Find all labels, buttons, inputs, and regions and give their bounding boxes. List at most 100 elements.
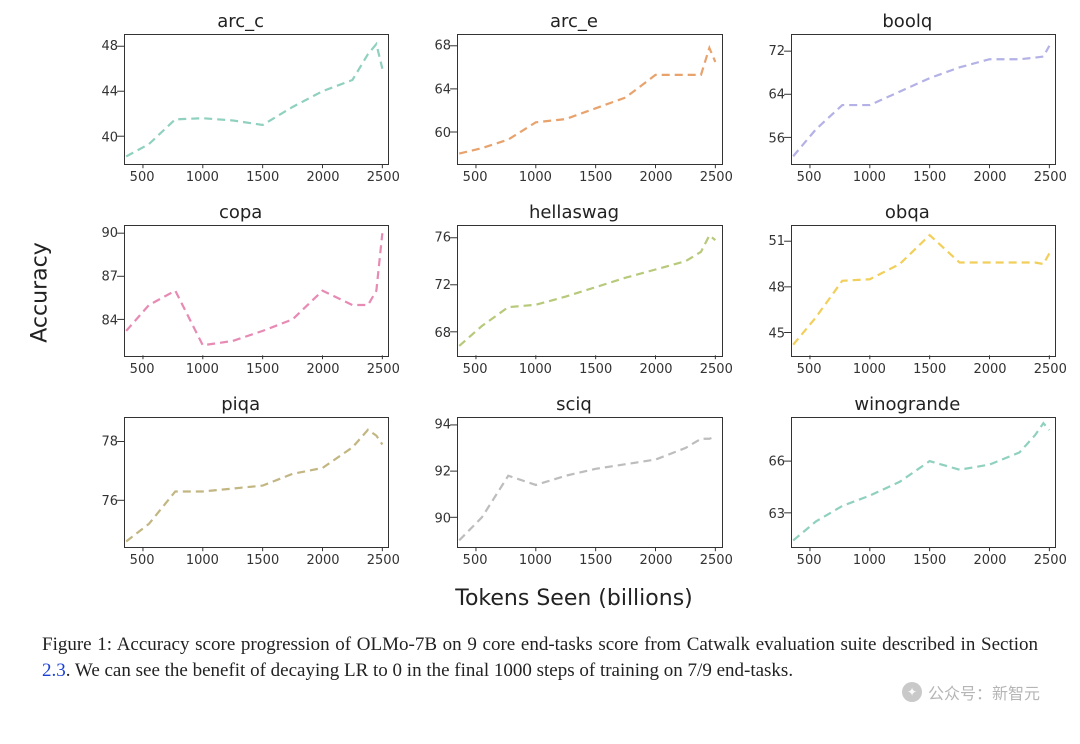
y-tick-label: 78 bbox=[101, 434, 118, 449]
x-tick-label: 2500 bbox=[1033, 553, 1066, 568]
x-tick-label: 1500 bbox=[579, 170, 612, 185]
series-line bbox=[460, 48, 716, 154]
x-ticks: 5001000150020002500 bbox=[791, 357, 1056, 383]
panel-arc_e: arc_e 5001000150020002500606468 bbox=[421, 12, 726, 191]
wechat-icon: ✦ bbox=[902, 682, 922, 702]
y-tick-label: 64 bbox=[768, 88, 785, 103]
x-tick-label: 2000 bbox=[640, 362, 673, 377]
x-tick-label: 2500 bbox=[700, 170, 733, 185]
y-ticks: 848790 bbox=[88, 225, 124, 356]
x-tick-label: 2500 bbox=[367, 362, 400, 377]
y-tick-label: 48 bbox=[101, 39, 118, 54]
plot-frame bbox=[457, 34, 722, 165]
x-ticks: 5001000150020002500 bbox=[124, 548, 389, 574]
panel-title: copa bbox=[88, 203, 393, 223]
y-ticks: 63 66 bbox=[755, 417, 791, 548]
y-ticks: 90 92 94 bbox=[421, 417, 457, 548]
figure-root: Accuracy arc_c5001000150020002500404448a… bbox=[0, 0, 1080, 744]
panel-title: sciq bbox=[421, 395, 726, 415]
panel-arc_c: arc_c5001000150020002500404448 bbox=[88, 12, 393, 191]
y-tick-label: 40 bbox=[101, 130, 118, 145]
panel-sciq: sciq 5001000150020002500 90 92 94 bbox=[421, 395, 726, 574]
x-tick-label: 500 bbox=[130, 553, 155, 568]
x-tick-label: 500 bbox=[796, 553, 821, 568]
x-tick-label: 2500 bbox=[1033, 170, 1066, 185]
x-tick-label: 1500 bbox=[913, 362, 946, 377]
x-tick-label: 500 bbox=[463, 170, 488, 185]
x-ticks: 5001000150020002500 bbox=[457, 357, 722, 383]
plot-frame bbox=[791, 34, 1056, 165]
plot-svg bbox=[458, 35, 721, 164]
x-tick-label: 1000 bbox=[853, 170, 886, 185]
y-tick-label: 90 bbox=[435, 511, 452, 526]
panel-title: piqa bbox=[88, 395, 393, 415]
y-ticks: 566472 bbox=[755, 34, 791, 165]
x-tick-label: 2500 bbox=[367, 170, 400, 185]
x-tick-label: 1000 bbox=[519, 553, 552, 568]
ylabel-cell: Accuracy bbox=[20, 12, 60, 574]
x-tick-label: 2000 bbox=[973, 170, 1006, 185]
series-line bbox=[793, 423, 1049, 540]
y-tick-label: 90 bbox=[101, 226, 118, 241]
x-ticks: 5001000150020002500 bbox=[791, 548, 1056, 574]
series-line bbox=[126, 234, 382, 346]
x-ticks: 5001000150020002500 bbox=[457, 165, 722, 191]
y-axis-label: Accuracy bbox=[28, 243, 53, 343]
x-ticks: 5001000150020002500 bbox=[457, 548, 722, 574]
x-tick-label: 1000 bbox=[186, 362, 219, 377]
plot-svg bbox=[125, 418, 388, 547]
y-tick-label: 66 bbox=[768, 454, 785, 469]
y-tick-label: 51 bbox=[768, 234, 785, 249]
y-tick-label: 87 bbox=[101, 270, 118, 285]
y-tick-label: 56 bbox=[768, 132, 785, 147]
x-tick-label: 2500 bbox=[700, 553, 733, 568]
x-tick-label: 1000 bbox=[186, 170, 219, 185]
plot-svg bbox=[792, 418, 1055, 547]
x-tick-label: 1500 bbox=[913, 170, 946, 185]
series-line bbox=[460, 236, 716, 347]
y-ticks: 687276 bbox=[421, 225, 457, 356]
x-tick-label: 1500 bbox=[246, 362, 279, 377]
x-tick-label: 1000 bbox=[853, 362, 886, 377]
x-axis-label: Tokens Seen (billions) bbox=[88, 586, 1060, 616]
y-tick-label: 60 bbox=[435, 126, 452, 141]
figure-caption: Figure 1: Accuracy score progression of … bbox=[42, 632, 1038, 683]
plot-svg bbox=[792, 35, 1055, 164]
y-ticks: 606468 bbox=[421, 34, 457, 165]
y-tick-label: 68 bbox=[435, 326, 452, 341]
y-tick-label: 94 bbox=[435, 417, 452, 432]
x-tick-label: 2500 bbox=[1033, 362, 1066, 377]
panel-title: boolq bbox=[755, 12, 1060, 32]
x-tick-label: 2500 bbox=[367, 553, 400, 568]
series-line bbox=[126, 429, 382, 541]
plot-svg bbox=[792, 226, 1055, 355]
plot-frame bbox=[791, 225, 1056, 356]
x-tick-label: 2000 bbox=[306, 553, 339, 568]
x-tick-label: 1000 bbox=[519, 362, 552, 377]
panel-winogrande: winogrande50010001500200025006366 bbox=[755, 395, 1060, 574]
series-line bbox=[460, 436, 716, 540]
x-tick-label: 1500 bbox=[579, 362, 612, 377]
y-ticks: 76 78 bbox=[88, 417, 124, 548]
y-tick-label: 63 bbox=[768, 507, 785, 522]
caption-part2: . We can see the benefit of decaying LR … bbox=[66, 660, 793, 681]
x-tick-label: 500 bbox=[130, 170, 155, 185]
y-tick-label: 76 bbox=[101, 494, 118, 509]
x-ticks: 5001000150020002500 bbox=[124, 357, 389, 383]
caption-link: 2.3 bbox=[42, 660, 66, 681]
x-tick-label: 1000 bbox=[853, 553, 886, 568]
x-tick-label: 2500 bbox=[700, 362, 733, 377]
watermark-text: 公众号：新智元 bbox=[928, 680, 1040, 704]
y-tick-label: 48 bbox=[768, 281, 785, 296]
plot-svg bbox=[125, 226, 388, 355]
y-tick-label: 44 bbox=[101, 85, 118, 100]
x-tick-label: 500 bbox=[130, 362, 155, 377]
x-tick-label: 2000 bbox=[973, 362, 1006, 377]
panel-hellaswag: hellaswag5001000150020002500687276 bbox=[421, 203, 726, 382]
panel-copa: copa5001000150020002500848790 bbox=[88, 203, 393, 382]
panel-title: arc_e bbox=[421, 12, 726, 32]
y-tick-label: 92 bbox=[435, 464, 452, 479]
caption-part1: Accuracy score progression of OLMo-7B on… bbox=[117, 634, 1038, 655]
plot-frame bbox=[124, 417, 389, 548]
y-tick-label: 72 bbox=[435, 279, 452, 294]
